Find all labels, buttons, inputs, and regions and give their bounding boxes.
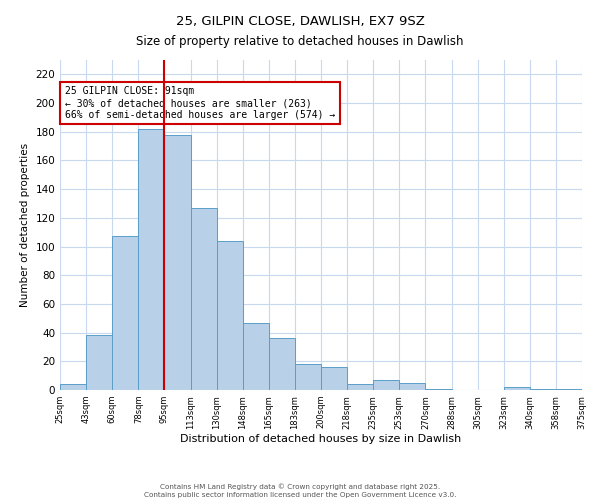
Bar xyxy=(295,364,321,390)
Text: 25, GILPIN CLOSE, DAWLISH, EX7 9SZ: 25, GILPIN CLOSE, DAWLISH, EX7 9SZ xyxy=(176,15,424,28)
Bar xyxy=(321,367,347,390)
Bar xyxy=(504,387,530,390)
Bar xyxy=(373,380,400,390)
Bar xyxy=(139,129,164,390)
Bar xyxy=(86,336,112,390)
Bar xyxy=(530,388,556,390)
Bar xyxy=(347,384,373,390)
Bar xyxy=(269,338,295,390)
Text: Size of property relative to detached houses in Dawlish: Size of property relative to detached ho… xyxy=(136,35,464,48)
Bar xyxy=(112,236,139,390)
Y-axis label: Number of detached properties: Number of detached properties xyxy=(20,143,30,307)
Text: Contains HM Land Registry data © Crown copyright and database right 2025.
Contai: Contains HM Land Registry data © Crown c… xyxy=(144,484,456,498)
Bar xyxy=(425,388,452,390)
Bar xyxy=(217,241,243,390)
Bar xyxy=(556,388,582,390)
Bar xyxy=(191,208,217,390)
Bar xyxy=(60,384,86,390)
Text: 25 GILPIN CLOSE: 91sqm
← 30% of detached houses are smaller (263)
66% of semi-de: 25 GILPIN CLOSE: 91sqm ← 30% of detached… xyxy=(65,86,335,120)
X-axis label: Distribution of detached houses by size in Dawlish: Distribution of detached houses by size … xyxy=(181,434,461,444)
Bar xyxy=(242,322,269,390)
Bar xyxy=(164,134,191,390)
Bar xyxy=(400,383,425,390)
